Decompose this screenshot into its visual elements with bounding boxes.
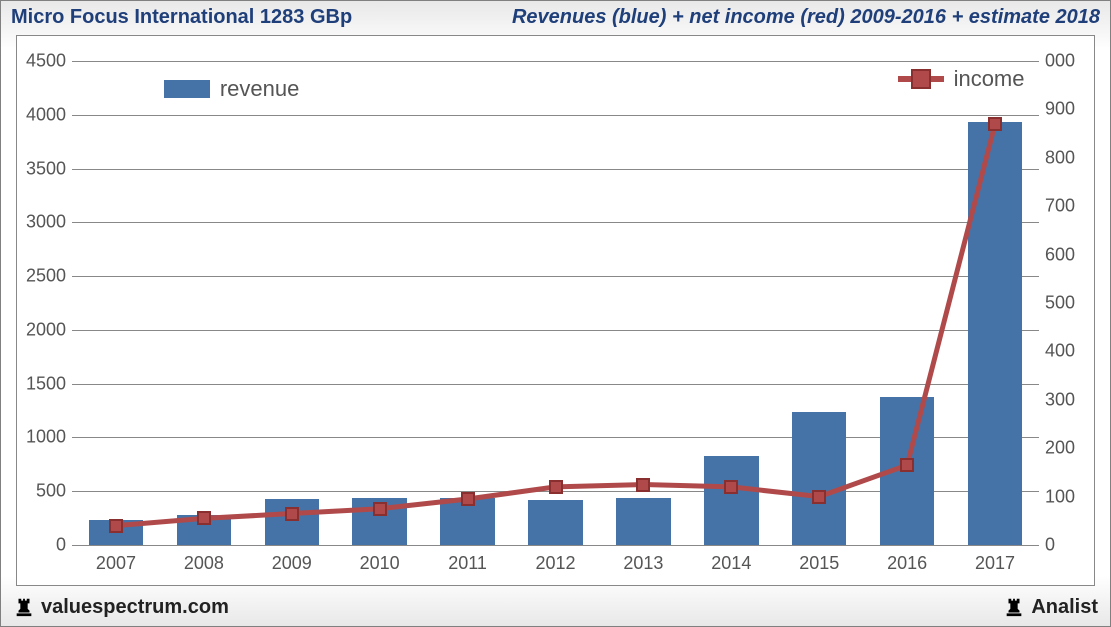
income-marker: [988, 117, 1002, 131]
income-marker: [900, 458, 914, 472]
chart-title-right: Revenues (blue) + net income (red) 2009-…: [512, 6, 1100, 29]
rook-icon: [1003, 596, 1025, 618]
legend-revenue: revenue: [164, 76, 300, 102]
x-tick-label: 2016: [887, 545, 927, 574]
x-tick-label: 2015: [799, 545, 839, 574]
y-right-tick-label: 200: [1039, 438, 1075, 459]
income-marker: [636, 478, 650, 492]
y-left-tick-label: 4500: [26, 51, 72, 72]
y-right-tick-label: 100: [1039, 486, 1075, 507]
x-tick-label: 2012: [535, 545, 575, 574]
legend-bar-label: revenue: [220, 76, 300, 102]
y-right-tick-label: 600: [1039, 244, 1075, 265]
x-tick-label: 2014: [711, 545, 751, 574]
income-marker: [812, 490, 826, 504]
chart-title-left: Micro Focus International 1283 GBp: [11, 6, 352, 29]
footer-right: Analist: [1003, 596, 1098, 619]
x-tick-label: 2007: [96, 545, 136, 574]
x-tick-label: 2013: [623, 545, 663, 574]
legend-line-swatch: [898, 68, 944, 90]
y-right-tick-label: 0: [1039, 535, 1055, 556]
footer-left: valuespectrum.com: [13, 596, 229, 619]
y-left-tick-label: 2000: [26, 319, 72, 340]
y-left-tick-label: 1500: [26, 373, 72, 394]
y-right-tick-label: 700: [1039, 196, 1075, 217]
plot-outer-border: 0 500 1000 1500 2000 2500 3000 3500 4000 4500 0 100…: [16, 35, 1095, 586]
y-right-tick-label: 900: [1039, 99, 1075, 120]
y-right-tick-label: 300: [1039, 389, 1075, 410]
y-left-tick-label: 3500: [26, 158, 72, 179]
y-left-tick-label: 1000: [26, 427, 72, 448]
y-left-tick-label: 4000: [26, 104, 72, 125]
x-tick-label: 2011: [448, 545, 487, 574]
chart-frame: Micro Focus International 1283 GBp Reven…: [0, 0, 1111, 627]
legend-income: income: [898, 66, 1025, 92]
income-line: [72, 61, 1039, 545]
income-marker: [109, 519, 123, 533]
x-tick-label: 2009: [272, 545, 312, 574]
title-bar: Micro Focus International 1283 GBp Reven…: [1, 1, 1110, 33]
plot-area: 0500100015002000250030003500400045000100…: [72, 61, 1039, 545]
x-tick-label: 2010: [360, 545, 400, 574]
y-right-tick-label: 800: [1039, 147, 1075, 168]
income-marker: [724, 480, 738, 494]
y-right-tick-label: 500: [1039, 293, 1075, 314]
y-left-tick-label: 2500: [26, 266, 72, 287]
income-marker: [373, 502, 387, 516]
legend-line-label: income: [954, 66, 1025, 92]
y-left-tick-label: 500: [36, 481, 72, 502]
y-left-tick-label: 3000: [26, 212, 72, 233]
footer-left-text: valuespectrum.com: [41, 596, 229, 619]
footer: valuespectrum.com Analist: [13, 592, 1098, 622]
income-marker: [285, 507, 299, 521]
income-marker: [461, 492, 475, 506]
y-right-tick-label: 000: [1039, 51, 1075, 72]
y-left-tick-label: 0: [56, 535, 72, 556]
x-tick-label: 2008: [184, 545, 224, 574]
rook-icon: [13, 596, 35, 618]
income-marker: [549, 480, 563, 494]
income-marker: [197, 511, 211, 525]
y-right-tick-label: 400: [1039, 341, 1075, 362]
legend-bar-swatch: [164, 80, 210, 98]
x-tick-label: 2017: [975, 545, 1015, 574]
footer-right-text: Analist: [1031, 596, 1098, 619]
